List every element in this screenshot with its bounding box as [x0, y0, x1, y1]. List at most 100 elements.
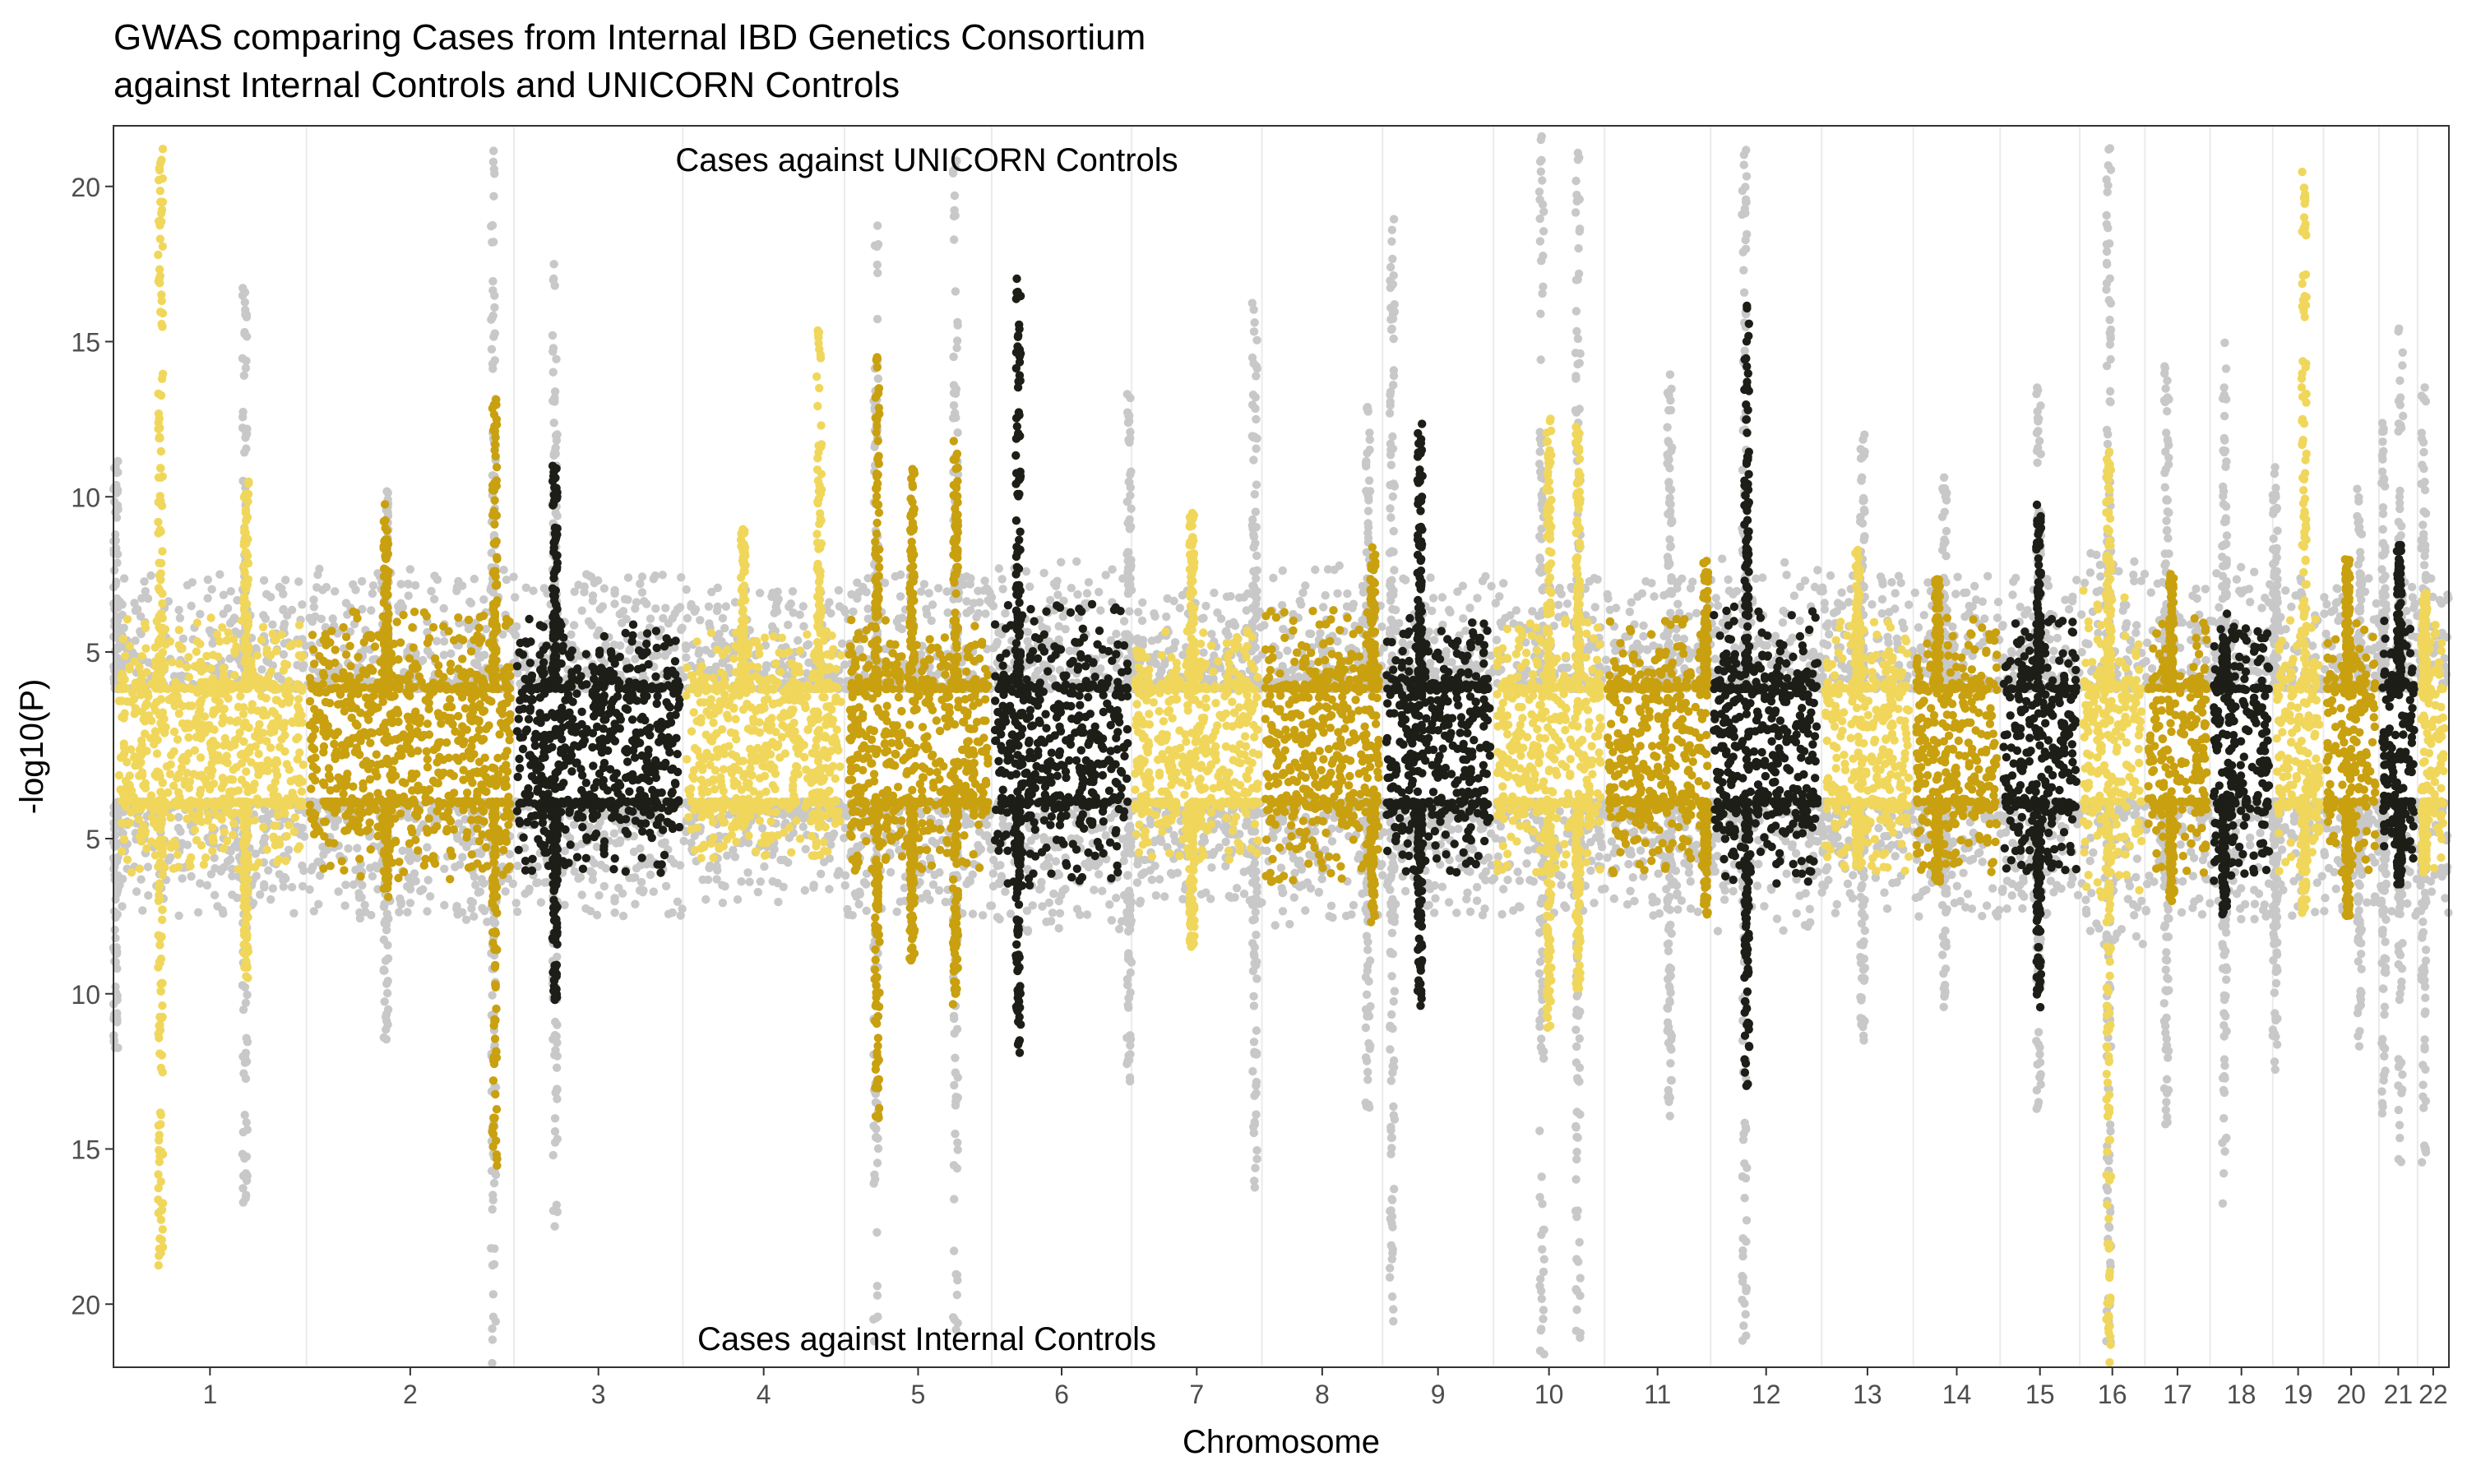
gray-point [1366, 956, 1374, 964]
gray-point [1056, 909, 1064, 918]
gray-point [1125, 993, 1133, 1001]
gray-point [423, 843, 431, 851]
gray-point [1046, 596, 1054, 604]
gray-point [1217, 614, 1225, 622]
gray-point [713, 607, 721, 615]
gray-point [951, 192, 959, 200]
gray-point [1098, 887, 1106, 895]
gray-point [1290, 894, 1298, 902]
gray-point [553, 437, 561, 445]
gray-point [1305, 851, 1313, 859]
gray-point [969, 910, 977, 918]
gray-point [470, 913, 478, 921]
gray-point [1248, 1067, 1257, 1075]
gray-point [1252, 574, 1260, 582]
gray-point [458, 853, 466, 861]
gray-point [113, 486, 122, 494]
gray-point [893, 908, 901, 916]
gray-point [549, 1151, 558, 1159]
gray-point [1363, 967, 1372, 975]
gray-point [799, 823, 808, 831]
gray-point [1127, 468, 1135, 476]
gray-point [315, 565, 323, 573]
gray-point [1252, 931, 1260, 939]
gray-point [1223, 593, 1231, 601]
gray-point [1249, 359, 1257, 368]
gray-point [799, 602, 808, 610]
gray-point [137, 613, 145, 621]
gray-point [1125, 438, 1133, 446]
gray-point [863, 907, 871, 915]
gray-point [1042, 918, 1050, 926]
gray-point [111, 934, 119, 942]
gray-point [489, 158, 498, 166]
gray-point [662, 882, 670, 890]
gray-point [553, 1095, 561, 1103]
gray-point [838, 640, 846, 648]
gray-point [696, 616, 704, 624]
gray-point [440, 637, 448, 645]
gray-point [974, 587, 982, 595]
gray-point [384, 488, 392, 497]
gray-point [1210, 848, 1218, 857]
gray-point [1363, 945, 1372, 954]
gray-point [1053, 577, 1061, 585]
gray-point [1051, 843, 1059, 851]
gray-point [396, 895, 404, 903]
gray-point [1249, 1123, 1257, 1131]
gray-point [1102, 831, 1110, 839]
gray-point [1318, 875, 1326, 883]
gray-point [619, 912, 627, 920]
gray-point [534, 878, 542, 886]
gray-point [1207, 630, 1215, 638]
gray-point [1279, 662, 1287, 670]
gray-point [1252, 1110, 1260, 1118]
gray-point [1252, 1089, 1260, 1098]
gray-point [1001, 609, 1009, 617]
gray-point [447, 650, 455, 658]
gray-point [1126, 394, 1134, 402]
gray-point [1269, 574, 1277, 582]
gray-point [997, 575, 1006, 583]
gray-point [110, 566, 118, 575]
gray-point [479, 595, 488, 603]
gray-point [552, 355, 560, 363]
gray-point [1249, 433, 1257, 442]
gray-point [467, 904, 475, 913]
gray-point [113, 1043, 122, 1052]
gray-point [952, 344, 960, 352]
gray-point [551, 1046, 559, 1054]
gray-point [219, 909, 227, 918]
gray-point [1152, 891, 1160, 899]
gray-point [174, 912, 183, 920]
gray-point [211, 864, 219, 872]
gray-point [840, 881, 849, 890]
gray-point [406, 565, 414, 573]
gray-point [841, 608, 849, 616]
gray-point [896, 592, 905, 600]
gray-point [430, 595, 438, 603]
gray-point [737, 877, 745, 885]
gray-point [1311, 566, 1319, 574]
gray-point [453, 910, 461, 918]
gray-point [745, 878, 753, 886]
gray-point [789, 587, 797, 595]
gray-point [610, 599, 618, 608]
gray-point [1364, 519, 1372, 527]
gray-point [178, 672, 186, 680]
gray-point [891, 572, 900, 580]
gray-point [602, 864, 610, 872]
gray-point [1067, 584, 1076, 592]
gray-point [358, 881, 366, 890]
gray-point [618, 619, 626, 627]
gray-point [384, 914, 392, 922]
gray-point [220, 591, 228, 599]
gray-point [1252, 445, 1260, 453]
gray-point [511, 631, 520, 639]
gray-point [480, 651, 488, 659]
gray-point [1251, 1183, 1259, 1191]
gray-point [616, 839, 624, 847]
gray-point [1095, 870, 1103, 878]
gray-point [895, 614, 903, 622]
gray-point [1330, 566, 1338, 574]
